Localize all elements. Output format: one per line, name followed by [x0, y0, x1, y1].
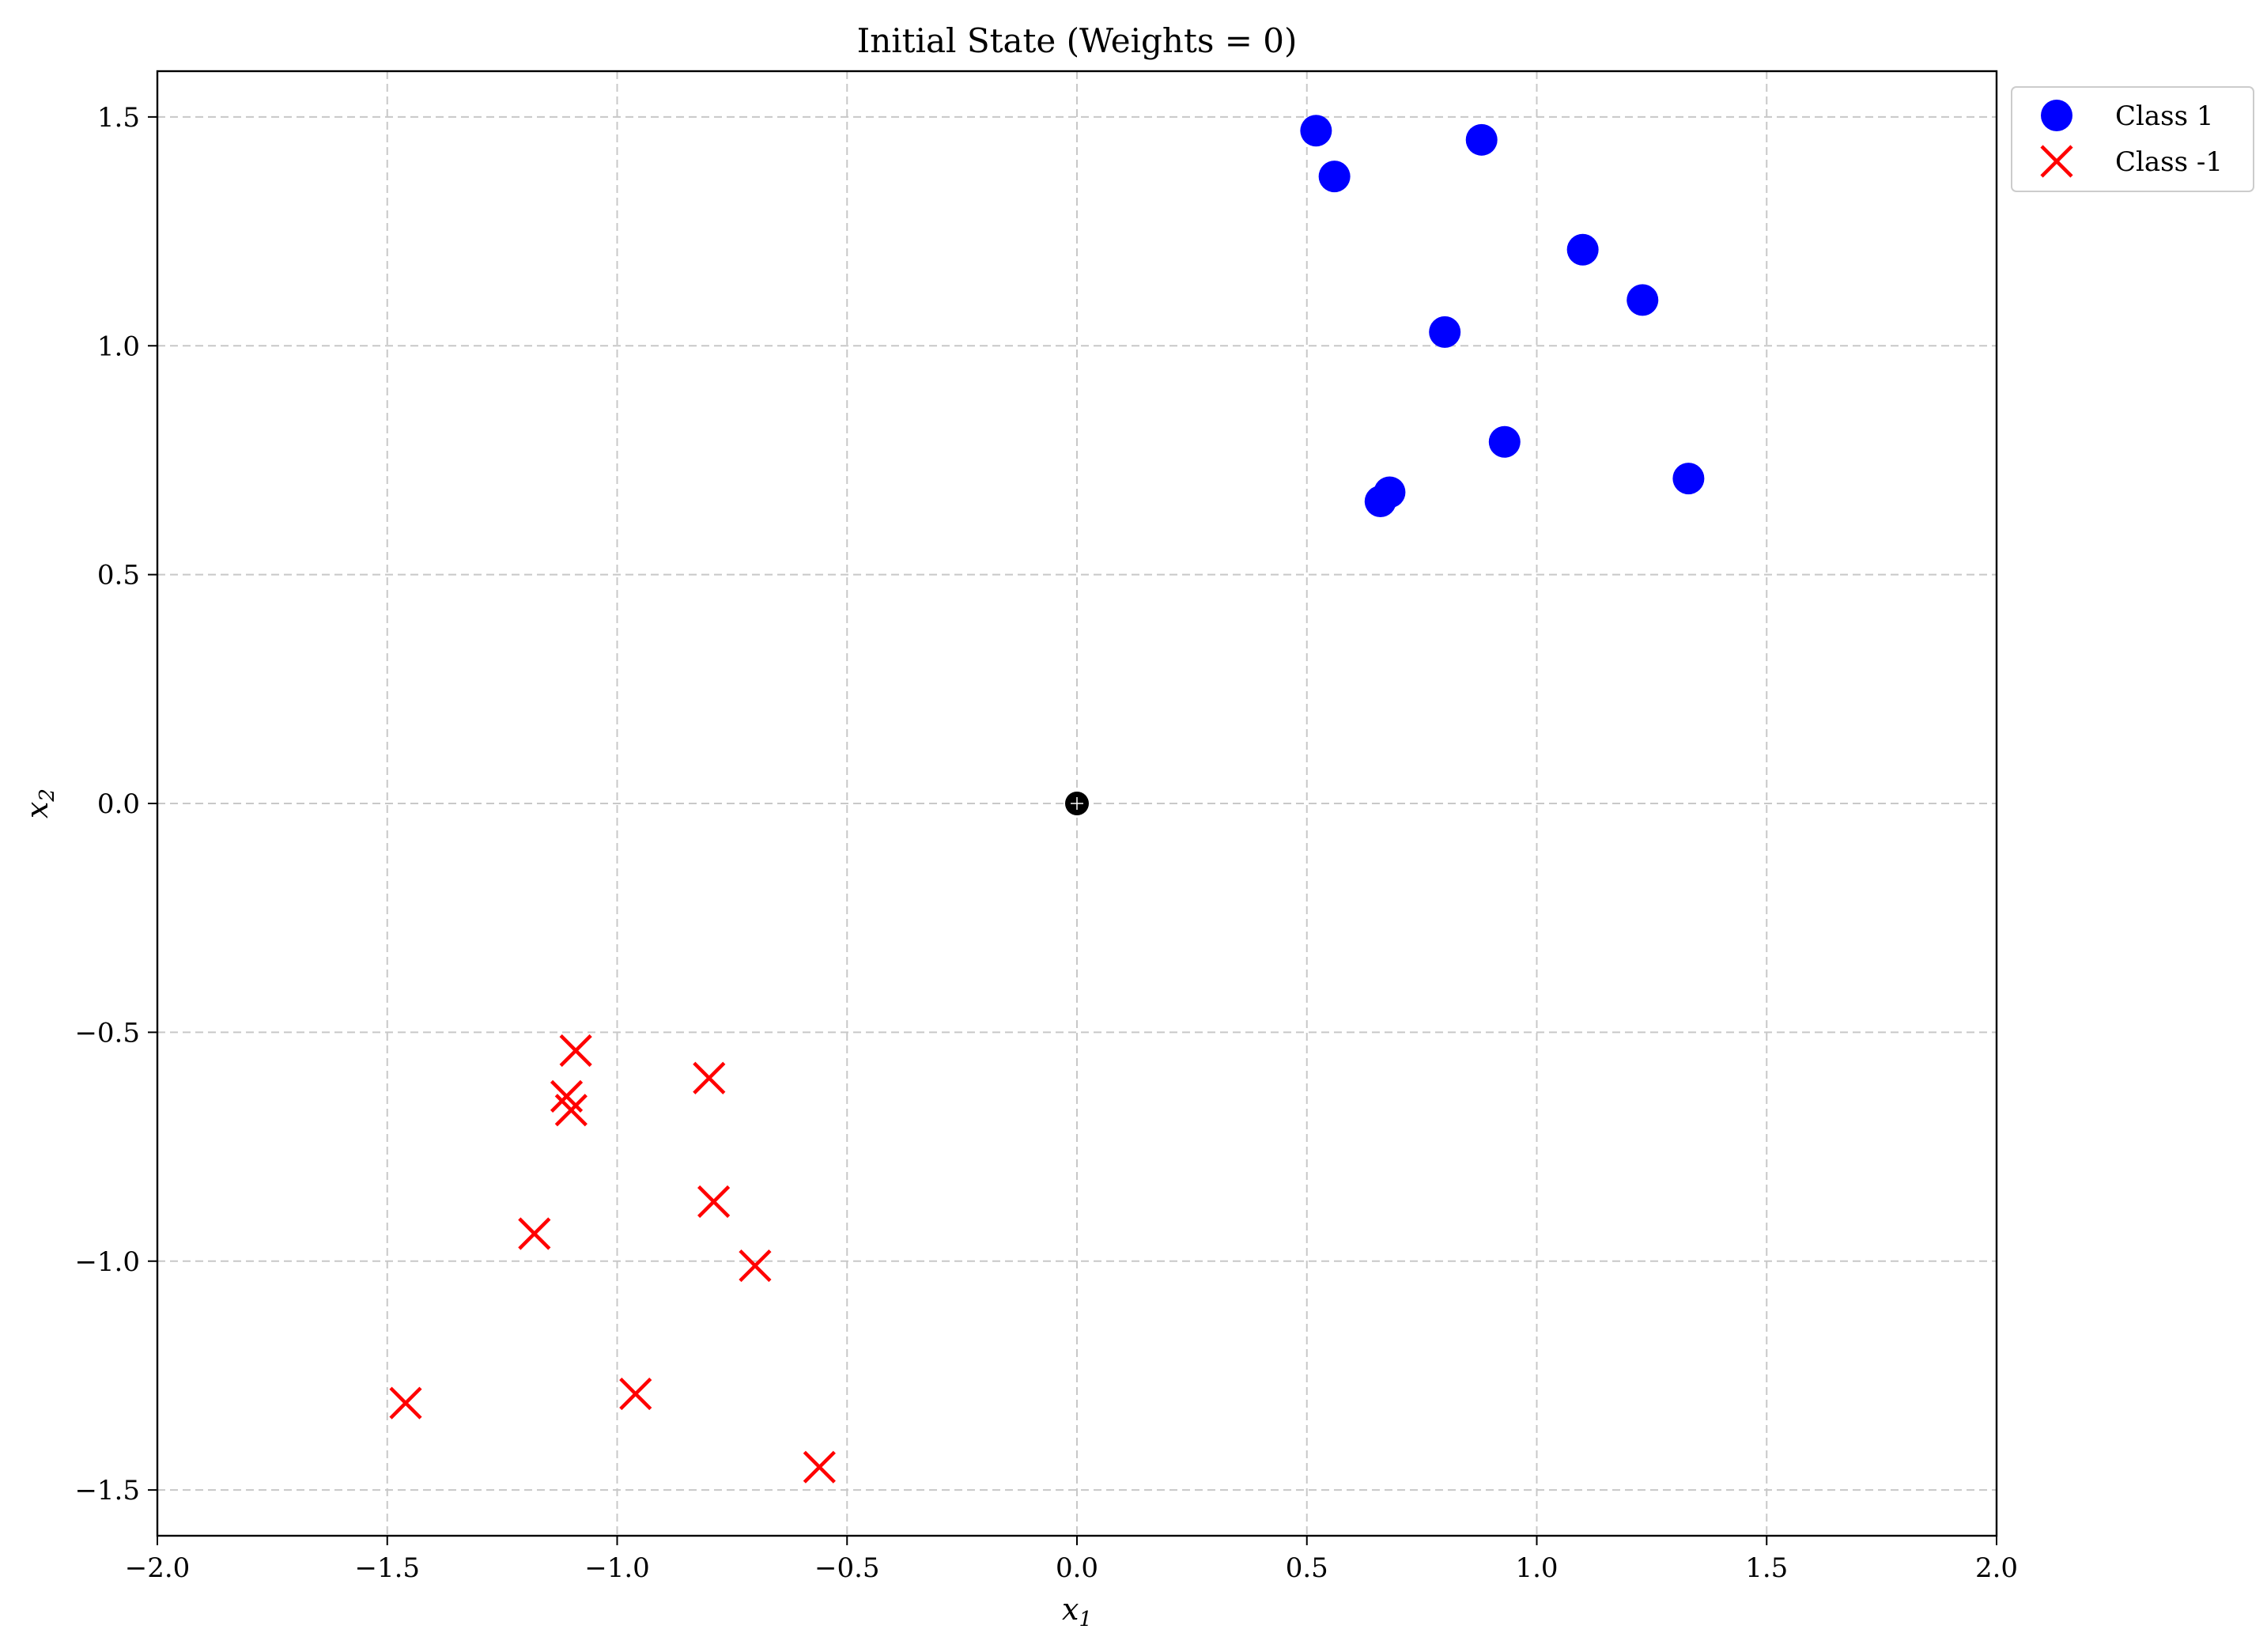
y-tick-label: −1.0 — [74, 1246, 140, 1278]
x-marker-stroke — [559, 1034, 592, 1068]
x-marker-stroke — [389, 1386, 422, 1420]
data-layer — [389, 115, 1705, 1484]
legend: Class 1 Class -1 — [2011, 86, 2254, 192]
x-axis-label-subscript: 1 — [1079, 1608, 1092, 1631]
class-neg1-point — [518, 1217, 551, 1250]
class-1-point — [1627, 284, 1659, 316]
x-marker-stroke — [518, 1217, 551, 1250]
x-marker-stroke — [803, 1450, 836, 1484]
axis-ticks: −2.0 −1.5 −1.0 −0.5 0.0 0.5 1.0 1.5 2.0 −1.5 −1.0 −… — [74, 102, 2018, 1584]
class-neg1-point — [693, 1061, 726, 1094]
x-axis-label: x1 — [1062, 1592, 1092, 1631]
class-1-point — [1672, 463, 1705, 495]
class-neg1-point — [697, 1185, 731, 1219]
x-marker-stroke — [550, 1079, 584, 1113]
origin-marker — [1065, 792, 1089, 815]
y-axis-label-subscript: 2 — [36, 788, 59, 803]
class-1-point — [1465, 123, 1498, 156]
y-axis-label: x2 — [20, 788, 59, 818]
x-axis-label-main: x — [1062, 1592, 1079, 1627]
y-tick-label: −1.5 — [74, 1475, 140, 1506]
y-axis-label-main: x — [20, 802, 55, 818]
x-marker-stroke — [554, 1094, 588, 1127]
class-1-point — [1300, 115, 1332, 147]
class-neg1-point — [739, 1249, 772, 1283]
x-tick-label: 0.0 — [1056, 1552, 1098, 1584]
grid-lines — [157, 71, 1997, 1536]
y-tick-label: 1.5 — [97, 102, 140, 134]
x-tick-label: −0.5 — [814, 1552, 880, 1584]
series-2 — [389, 1034, 836, 1484]
x-tick-label: 2.0 — [1975, 1552, 2018, 1584]
x-tick-label: −2.0 — [125, 1552, 191, 1584]
class-neg1-point — [554, 1094, 588, 1127]
y-tick-label: 0.5 — [97, 560, 140, 592]
legend-circle-marker — [2041, 100, 2072, 131]
class-neg1-point — [389, 1386, 422, 1420]
class-1-point — [1429, 316, 1461, 348]
legend-entry-1: Class 1 — [2041, 100, 2214, 132]
class-neg1-point — [559, 1034, 592, 1068]
y-tick-label: 1.0 — [97, 331, 140, 362]
x-marker-stroke — [693, 1061, 726, 1094]
series-1 — [1300, 115, 1705, 518]
x-tick-label: 0.5 — [1286, 1552, 1328, 1584]
x-tick-label: −1.5 — [354, 1552, 420, 1584]
legend-x-marker — [2040, 145, 2073, 178]
x-tick-label: 1.5 — [1745, 1552, 1788, 1584]
x-marker-stroke — [619, 1377, 652, 1411]
class-1-point — [1364, 486, 1396, 518]
x-marker-stroke — [697, 1185, 731, 1219]
chart-title: Initial State (Weights = 0) — [857, 21, 1298, 60]
x-marker-stroke — [739, 1249, 772, 1283]
legend-label: Class -1 — [2115, 146, 2223, 178]
x-tick-label: 1.0 — [1515, 1552, 1558, 1584]
y-tick-label: 0.0 — [97, 788, 140, 820]
class-neg1-point — [803, 1450, 836, 1484]
x-marker-stroke — [2040, 145, 2073, 178]
class-1-point — [1318, 161, 1351, 193]
class-1-point — [1488, 425, 1521, 458]
y-tick-label: −0.5 — [74, 1017, 140, 1049]
legend-entry-2: Class -1 — [2040, 145, 2223, 178]
class-1-point — [1566, 233, 1599, 266]
legend-label: Class 1 — [2115, 100, 2214, 132]
x-tick-label: −1.0 — [584, 1552, 650, 1584]
class-neg1-point — [619, 1377, 652, 1411]
legend-items: Class 1 Class -1 — [2040, 100, 2223, 178]
